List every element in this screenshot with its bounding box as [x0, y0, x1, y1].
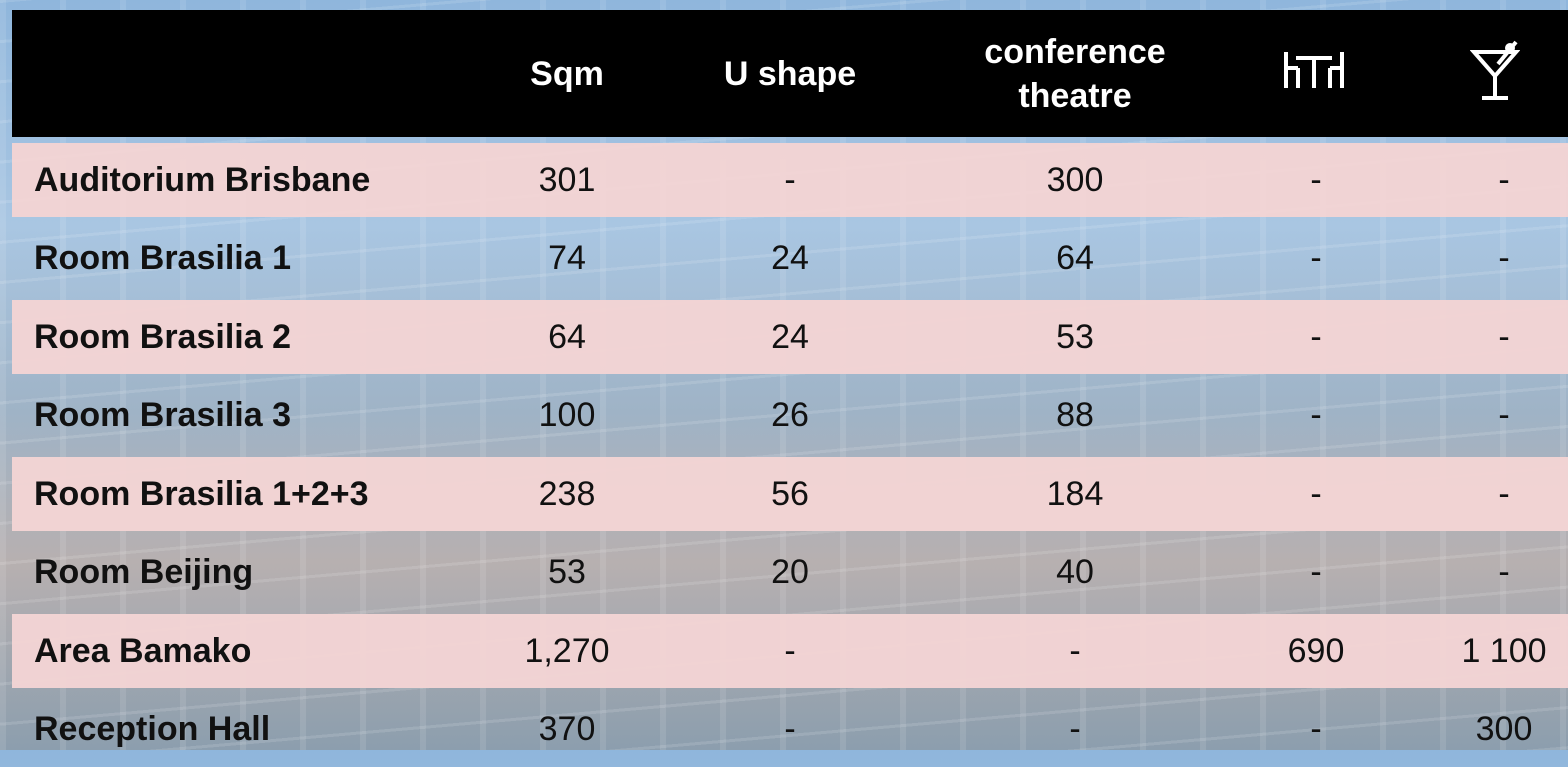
- table-cell: -: [1266, 457, 1366, 531]
- table-cell: 690: [1266, 614, 1366, 688]
- table-cell: 64: [960, 222, 1190, 296]
- table-cell: 40: [960, 536, 1190, 610]
- table-cell: 74: [500, 222, 634, 296]
- table-cell: 20: [720, 536, 860, 610]
- table-cell: 300: [960, 143, 1190, 217]
- header-cell: Sqm: [500, 10, 634, 137]
- table-row: Reception Hall 370 - - - 300: [12, 693, 1568, 767]
- table-row: Room Brasilia 3 100 26 88 - -: [12, 379, 1568, 453]
- table-cell: -: [1442, 457, 1566, 531]
- table-cell: 26: [720, 379, 860, 453]
- table-cell: -: [720, 143, 860, 217]
- header-cell: conference theatre: [960, 10, 1190, 137]
- table-cell: -: [720, 614, 860, 688]
- table-cell: 370: [500, 693, 634, 767]
- table-cell: 300: [1442, 693, 1566, 767]
- row-label: Auditorium Brisbane: [34, 143, 370, 217]
- cocktail-icon: [1470, 40, 1520, 102]
- row-label: Room Beijing: [34, 536, 253, 610]
- table-cell: -: [1442, 536, 1566, 610]
- table-cell: 56: [720, 457, 860, 531]
- table-cell: -: [960, 693, 1190, 767]
- table-cell: 24: [720, 300, 860, 374]
- row-label: Room Brasilia 3: [34, 379, 291, 453]
- table-cell: -: [720, 693, 860, 767]
- table-cell: 53: [500, 536, 634, 610]
- table-cell: 1 100: [1442, 614, 1566, 688]
- table-cell: -: [1442, 300, 1566, 374]
- table-row: Area Bamako 1,270 - - 690 1 100: [12, 614, 1568, 688]
- row-label: Area Bamako: [34, 614, 251, 688]
- table-cell: -: [1266, 143, 1366, 217]
- table-cell: 238: [500, 457, 634, 531]
- table-cell: 64: [500, 300, 634, 374]
- table-cell: -: [960, 614, 1190, 688]
- row-label: Room Brasilia 1+2+3: [34, 457, 369, 531]
- table-cell: -: [1266, 300, 1366, 374]
- row-label: Room Brasilia 1: [34, 222, 291, 296]
- row-label: Room Brasilia 2: [34, 300, 291, 374]
- table-cell: 100: [500, 379, 634, 453]
- table-cell: -: [1266, 222, 1366, 296]
- header-cell: U shape: [720, 10, 860, 137]
- table-cell: 301: [500, 143, 634, 217]
- page: {"table": { "header": ["Sqm", "U shape",…: [0, 0, 1568, 750]
- table-cell: 24: [720, 222, 860, 296]
- table-cell: 53: [960, 300, 1190, 374]
- row-label: Reception Hall: [34, 693, 270, 767]
- table-row: Room Brasilia 1+2+3 238 56 184 - -: [12, 457, 1568, 531]
- table-cell: -: [1266, 536, 1366, 610]
- table-cell: -: [1442, 143, 1566, 217]
- table-row: Room Brasilia 2 64 24 53 - -: [12, 300, 1568, 374]
- table-cell: 1,270: [500, 614, 634, 688]
- table-cell: 184: [960, 457, 1190, 531]
- table-cell: 88: [960, 379, 1190, 453]
- table-row: Auditorium Brisbane 301 - 300 - -: [12, 143, 1568, 217]
- banquet-icon: [1282, 48, 1346, 92]
- table-cell: -: [1266, 379, 1366, 453]
- table-row: Room Brasilia 1 74 24 64 - -: [12, 222, 1568, 296]
- table-row: Room Beijing 53 20 40 - -: [12, 536, 1568, 610]
- table-cell: -: [1442, 379, 1566, 453]
- table-cell: -: [1266, 693, 1366, 767]
- table-cell: -: [1442, 222, 1566, 296]
